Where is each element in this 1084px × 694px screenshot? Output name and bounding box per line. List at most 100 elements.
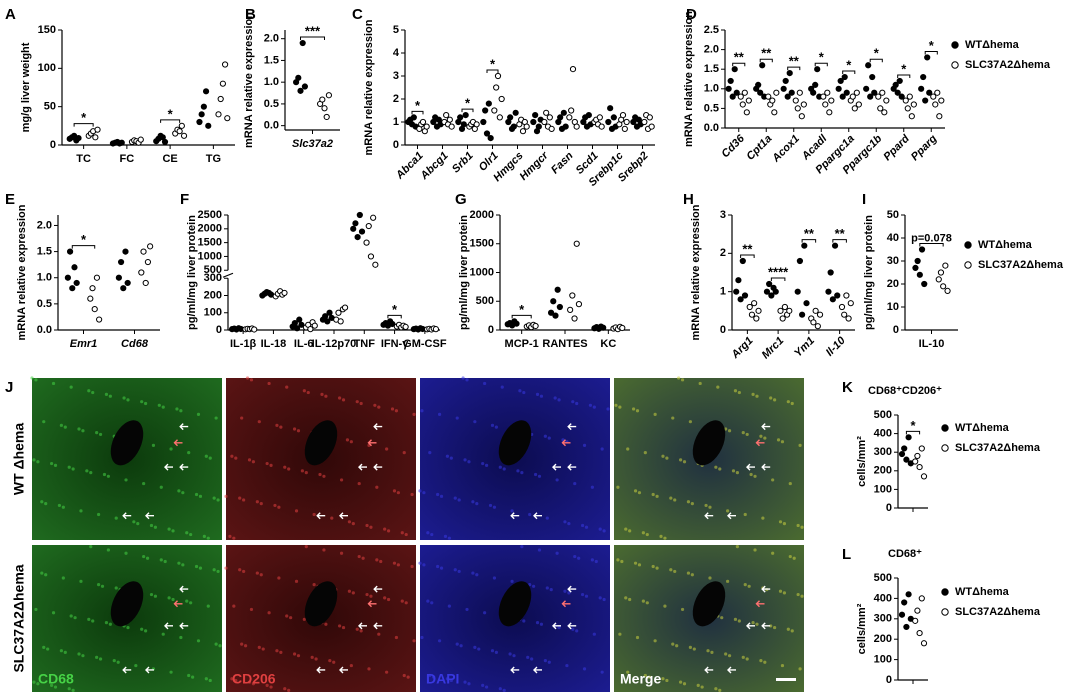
cell — [163, 559, 167, 564]
cell — [494, 650, 498, 654]
cell — [565, 663, 569, 668]
y-axis-label: mRNA relative expression — [243, 12, 255, 148]
cell — [194, 564, 199, 569]
y-tick-label: 3 — [720, 209, 726, 221]
cell — [106, 474, 110, 478]
cell — [483, 381, 487, 386]
y-tick-label: 2.0 — [264, 33, 279, 45]
data-point — [200, 103, 207, 110]
cell — [357, 554, 361, 559]
data-point — [322, 313, 329, 320]
y-tick-label: 0 — [488, 324, 494, 336]
data-point — [124, 279, 131, 287]
cell — [745, 657, 749, 661]
y-tick-label: 1.0 — [704, 83, 719, 95]
cell — [688, 645, 692, 650]
data-point — [491, 107, 498, 114]
data-point — [619, 324, 626, 332]
data-point — [838, 303, 846, 311]
data-point — [944, 287, 951, 294]
cell — [410, 492, 414, 497]
cell — [418, 489, 422, 493]
cell — [171, 529, 175, 533]
channel-label: DAPI — [426, 671, 459, 687]
cell — [778, 589, 783, 593]
data-point — [769, 97, 776, 104]
cell — [533, 472, 538, 477]
data-point — [552, 312, 559, 319]
x-tick-label: Ppard — [881, 133, 912, 164]
cell — [259, 573, 263, 577]
cell — [312, 512, 316, 517]
cell — [34, 378, 38, 382]
data-point — [66, 248, 74, 255]
significance-label: * — [929, 38, 935, 53]
cell — [198, 494, 203, 498]
x-tick-label: Abca1 — [393, 150, 426, 183]
cell — [718, 688, 722, 692]
cell — [467, 460, 471, 464]
cell — [283, 687, 287, 691]
cell — [341, 398, 346, 402]
x-tick-label: Cpt1a — [744, 133, 774, 163]
cell — [743, 512, 747, 517]
cell — [547, 660, 551, 664]
cell — [373, 403, 377, 407]
data-point — [321, 105, 328, 112]
y-tick-label: 400 — [874, 592, 892, 604]
cell — [494, 425, 498, 429]
data-point — [768, 292, 775, 299]
y-tick-label: 300 — [874, 446, 892, 458]
x-tick-label: Abcg1 — [418, 150, 451, 183]
legend-label: WTΔhema — [978, 239, 1033, 251]
data-point — [739, 101, 746, 108]
data-point — [178, 122, 185, 129]
cell — [132, 520, 136, 524]
data-point — [507, 114, 514, 121]
data-point — [843, 292, 850, 299]
significance-label: ** — [742, 241, 753, 256]
data-point — [298, 321, 305, 328]
cell — [655, 566, 659, 570]
y-tick-label: 1000 — [198, 250, 222, 262]
cell — [592, 632, 596, 636]
cell — [455, 642, 459, 646]
arrow — [561, 600, 571, 608]
data-point — [788, 89, 795, 96]
cell — [557, 625, 561, 630]
cell — [763, 436, 767, 440]
arrow — [373, 585, 383, 593]
cell — [530, 657, 534, 661]
cell — [535, 621, 540, 625]
cell — [81, 429, 85, 433]
data-point — [918, 445, 925, 452]
y-tick-label: 2500 — [198, 209, 222, 221]
cell — [594, 559, 598, 564]
cell — [555, 478, 559, 482]
data-point — [215, 111, 222, 118]
cell — [341, 625, 346, 630]
data-point — [903, 623, 910, 631]
data-point — [115, 274, 122, 281]
data-point — [621, 125, 628, 132]
cell — [498, 687, 502, 691]
data-point — [898, 611, 906, 618]
cell — [32, 680, 36, 684]
data-point — [548, 125, 555, 132]
cell — [214, 642, 218, 646]
data-point — [122, 248, 129, 255]
cell — [763, 660, 767, 664]
cell — [332, 660, 336, 664]
data-point — [483, 130, 491, 137]
cell — [242, 498, 246, 502]
arrow — [367, 600, 377, 608]
cell — [71, 688, 75, 692]
data-point — [543, 109, 550, 116]
y-tick-label: 100 — [204, 307, 222, 319]
cell — [580, 523, 585, 528]
cell — [347, 520, 352, 524]
arrow — [339, 666, 348, 674]
cell — [243, 644, 248, 648]
data-point — [794, 288, 801, 295]
cell — [257, 645, 261, 650]
